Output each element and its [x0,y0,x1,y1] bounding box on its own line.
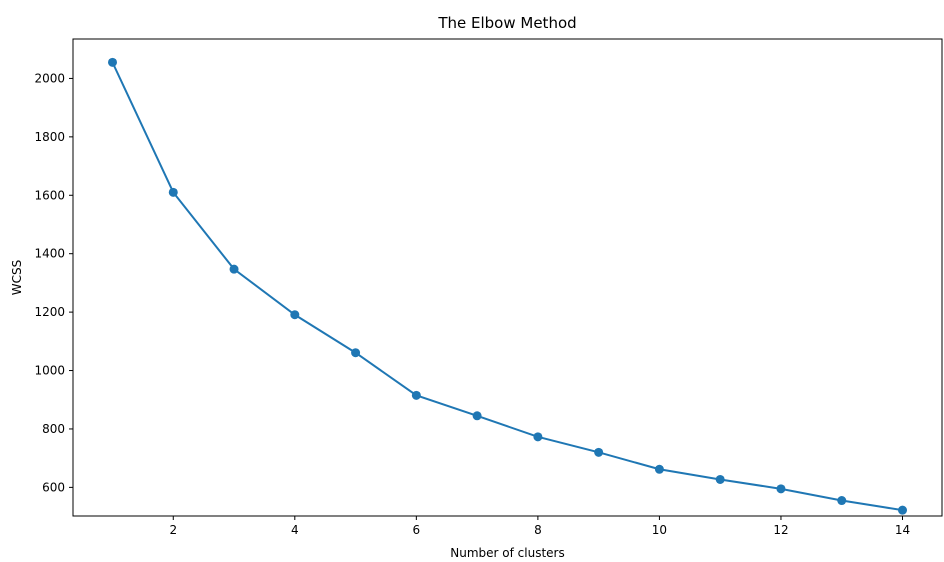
y-tick-label: 800 [42,422,65,436]
data-point [351,348,361,358]
data-point [411,390,421,400]
y-tick-label: 1600 [34,188,65,202]
y-axis-ticks: 600 800 1000 1200 1400 1600 1800 2000 [34,71,73,494]
y-tick-label: 1800 [34,130,65,144]
x-tick-label: 6 [413,523,421,537]
y-tick-label: 1200 [34,305,65,319]
y-tick-label: 1400 [34,247,65,261]
x-tick-label: 10 [652,523,667,537]
data-point [229,264,239,274]
data-point [290,310,300,320]
x-tick-label: 2 [169,523,177,537]
series-layer [108,57,907,515]
data-point [594,447,604,457]
x-tick-label: 14 [895,523,910,537]
series-line [111,61,903,512]
data-point [108,57,117,67]
data-point [837,496,847,506]
data-point [472,411,482,421]
data-point [776,484,786,494]
data-point [715,474,725,484]
x-axis-ticks: 2 4 6 8 10 12 14 [169,516,910,537]
x-axis-label: Number of clusters [450,546,564,560]
y-tick-label: 2000 [34,71,65,85]
x-tick-label: 4 [291,523,299,537]
data-point [898,505,907,515]
y-tick-label: 600 [42,480,65,494]
x-tick-label: 12 [773,523,788,537]
y-axis-label: WCSS [10,260,24,295]
data-point [168,187,178,197]
y-tick-label: 1000 [34,364,65,378]
x-tick-label: 8 [534,523,542,537]
chart-title: The Elbow Method [437,14,576,32]
plot-frame [72,38,943,517]
data-point [533,432,543,442]
data-point [654,464,664,474]
